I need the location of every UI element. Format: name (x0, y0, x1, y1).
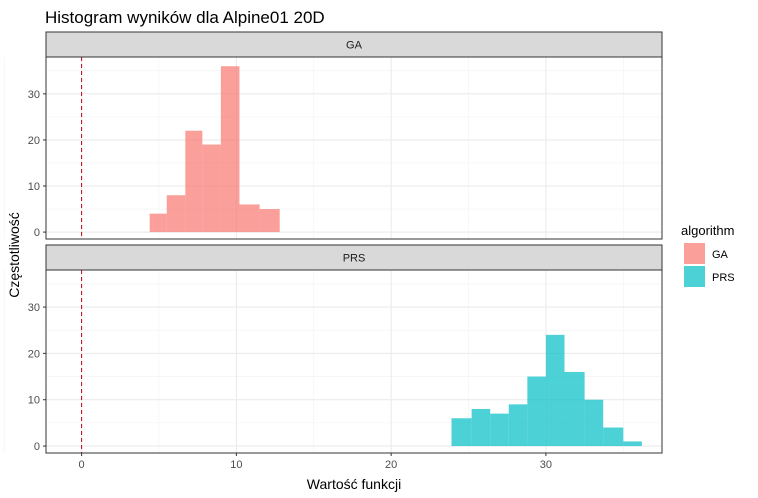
histogram-bar (545, 334, 565, 447)
histogram-bar (584, 399, 604, 447)
facet-prs: PRS 0 10 20 30 (3, 244, 663, 454)
y-tick-label: 20 (28, 135, 40, 147)
y-tick-label: 10 (28, 395, 40, 407)
y-tick-label: 20 (28, 348, 40, 360)
x-tick-label: 0 (79, 459, 85, 471)
y-tick-label: 0 (34, 441, 40, 453)
y-tick-label: 30 (28, 302, 40, 314)
plot-panel (46, 57, 662, 239)
legend-label-ga: GA (712, 249, 729, 261)
histogram-bar (185, 130, 203, 233)
histogram-bar (259, 209, 280, 233)
y-tick-label: 30 (28, 89, 40, 101)
y-tick-label: 0 (34, 227, 40, 239)
histogram-bar (508, 404, 528, 447)
facets: GA 0 10 20 30 PRS 0 10 20 30 (3, 31, 663, 454)
panel-border (45, 269, 663, 454)
histogram-bar (564, 371, 585, 447)
legend: algorithm GA PRS (681, 223, 735, 287)
histogram-bar (490, 413, 509, 447)
facet-ga: GA 0 10 20 30 (3, 31, 663, 240)
y-tick-label: 10 (28, 181, 40, 193)
y-axis-title: Częstotliwość (6, 212, 22, 298)
histogram-bar (603, 427, 624, 447)
legend-title: algorithm (681, 223, 734, 238)
x-axis-title: Wartość funkcji (307, 476, 401, 492)
facet-strip (45, 31, 663, 58)
facet-strip-label: GA (346, 40, 363, 52)
histogram-bar (471, 408, 491, 447)
histogram-bar (239, 204, 260, 233)
x-tick-label: 20 (385, 459, 397, 471)
legend-label-prs: PRS (712, 272, 735, 284)
legend-key-ga (684, 243, 705, 264)
histogram-bar (527, 376, 546, 447)
panel-border (45, 56, 663, 240)
histogram-bar (202, 144, 221, 233)
histogram-bar (149, 213, 167, 233)
histogram-bar (623, 441, 642, 447)
histogram-bar (166, 195, 186, 233)
x-axis: 0 10 20 30 (79, 453, 552, 471)
x-tick-label: 30 (540, 459, 552, 471)
legend-key-prs (684, 266, 705, 287)
facet-strip-label: PRS (343, 253, 366, 265)
chart-title: Histogram wyników dla Alpine01 20D (45, 8, 325, 27)
histogram-bar (451, 418, 472, 447)
histogram-bar (220, 66, 240, 233)
facet-strip (45, 244, 663, 271)
x-tick-label: 10 (230, 459, 242, 471)
